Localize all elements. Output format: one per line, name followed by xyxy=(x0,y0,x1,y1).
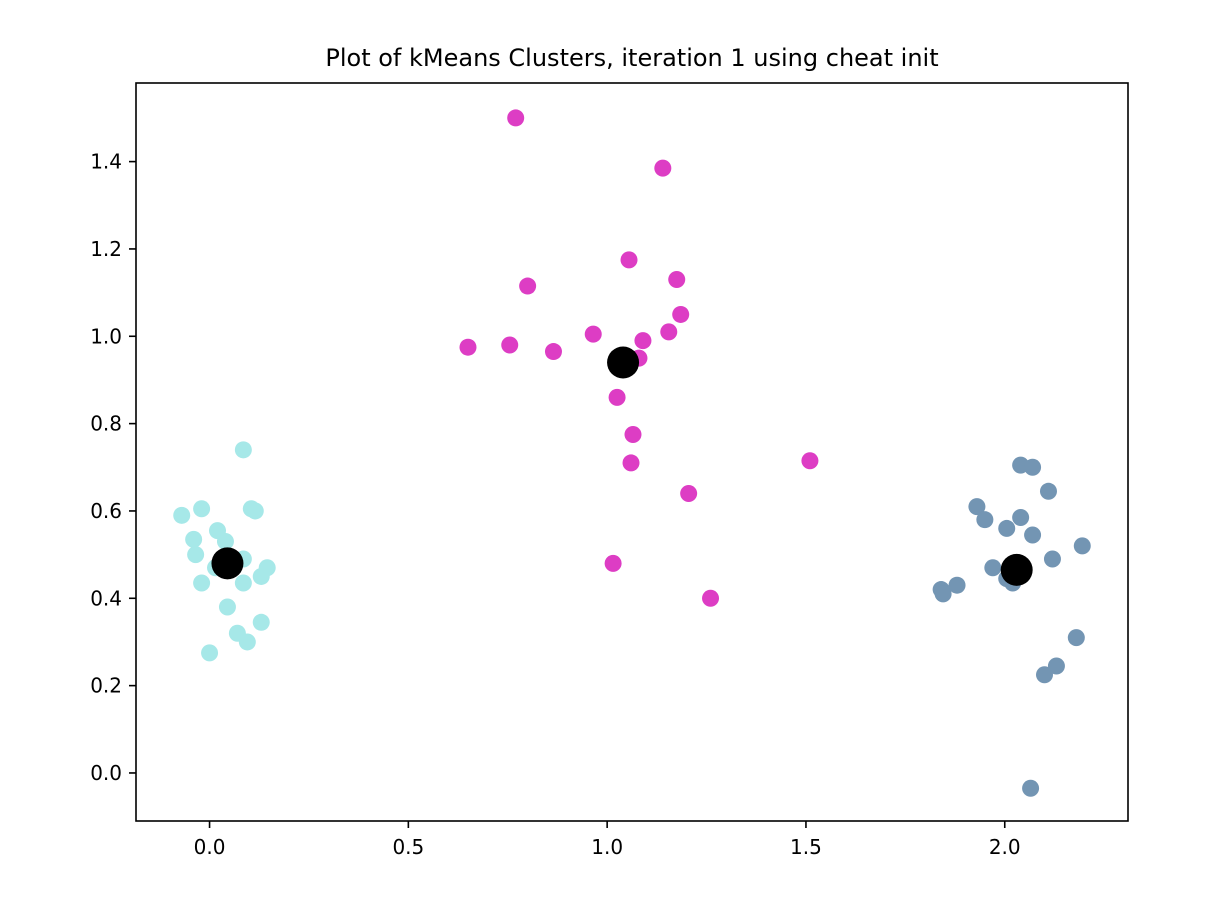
data-point xyxy=(185,530,203,548)
data-point xyxy=(654,159,672,177)
data-point xyxy=(1067,629,1085,647)
data-point xyxy=(608,388,626,406)
x-tick-label: 1.0 xyxy=(591,835,623,859)
data-point xyxy=(193,574,211,592)
y-tick-label: 1.2 xyxy=(90,237,122,261)
axes-frame xyxy=(135,82,1129,822)
data-point xyxy=(216,533,234,551)
y-tick-label: 0.8 xyxy=(90,412,122,436)
data-point xyxy=(984,559,1002,577)
y-tick-label: 0.6 xyxy=(90,499,122,523)
data-point xyxy=(544,343,562,361)
y-tick-label: 0.0 xyxy=(90,761,122,785)
x-tick-label: 0.5 xyxy=(392,835,424,859)
data-point xyxy=(584,325,602,343)
data-point xyxy=(968,498,986,516)
data-point xyxy=(998,519,1016,537)
data-point xyxy=(459,338,477,356)
data-point xyxy=(173,506,191,524)
data-point xyxy=(1024,458,1042,476)
data-point xyxy=(660,323,678,341)
data-point xyxy=(246,502,264,520)
data-point xyxy=(948,576,966,594)
plot-area: 0.0 0.5 1.0 1.5 2.0 0.0 0.2 0.4 0.6 0.8 1.0 1.2 1.4 xyxy=(90,82,1129,859)
data-point xyxy=(801,452,819,470)
y-tick-label: 0.2 xyxy=(90,674,122,698)
data-point xyxy=(201,644,219,662)
data-point xyxy=(501,336,519,354)
data-point xyxy=(234,441,252,459)
data-point xyxy=(702,589,720,607)
data-point xyxy=(238,633,256,651)
data-point xyxy=(193,500,211,518)
data-point xyxy=(668,271,686,289)
chart-title: Plot of kMeans Clusters, iteration 1 usi… xyxy=(325,44,938,72)
data-point xyxy=(1073,537,1091,555)
data-point xyxy=(1036,666,1054,684)
data-point xyxy=(218,598,236,616)
data-point xyxy=(1024,526,1042,544)
centroid-point xyxy=(211,547,244,580)
data-point xyxy=(604,554,622,572)
data-point xyxy=(1022,779,1040,797)
data-point xyxy=(519,277,537,295)
y-tick-label: 1.4 xyxy=(90,150,122,174)
data-point xyxy=(624,426,642,444)
data-point xyxy=(1043,550,1061,568)
centroid-point xyxy=(1000,553,1033,586)
data-point xyxy=(507,109,525,127)
data-point xyxy=(620,251,638,269)
data-point xyxy=(1039,482,1057,500)
data-point xyxy=(187,546,205,564)
data-point xyxy=(634,332,652,350)
data-point xyxy=(672,305,690,323)
data-point xyxy=(934,585,952,603)
data-point xyxy=(252,613,270,631)
data-point xyxy=(622,454,640,472)
data-point xyxy=(680,484,698,502)
data-point xyxy=(976,511,994,529)
y-tick-label: 1.0 xyxy=(90,324,122,348)
data-point xyxy=(252,567,270,585)
x-tick-label: 1.5 xyxy=(790,835,822,859)
centroid-point xyxy=(607,346,640,379)
x-tick-label: 0.0 xyxy=(194,835,226,859)
x-tick-label: 2.0 xyxy=(989,835,1021,859)
data-point xyxy=(1012,509,1030,527)
y-tick-label: 0.4 xyxy=(90,586,122,610)
data-point xyxy=(1047,657,1065,675)
data-point xyxy=(234,574,252,592)
